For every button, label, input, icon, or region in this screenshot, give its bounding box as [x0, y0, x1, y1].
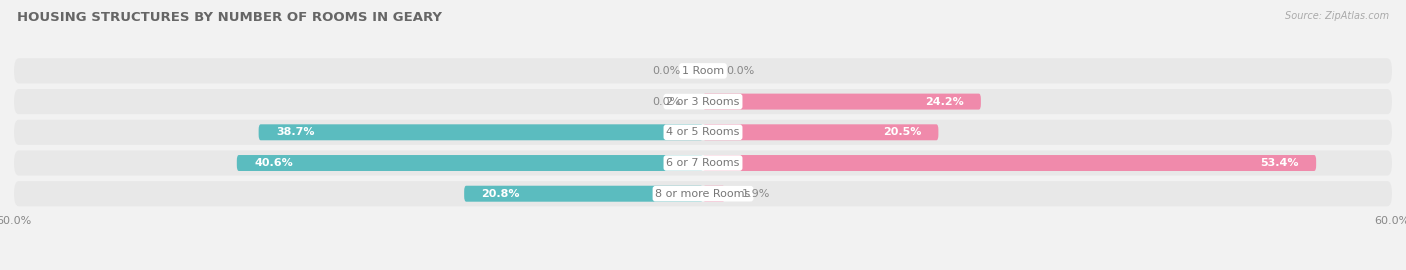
Text: 6 or 7 Rooms: 6 or 7 Rooms — [666, 158, 740, 168]
Text: 38.7%: 38.7% — [276, 127, 315, 137]
FancyBboxPatch shape — [14, 150, 1392, 176]
Text: 4 or 5 Rooms: 4 or 5 Rooms — [666, 127, 740, 137]
Text: 40.6%: 40.6% — [254, 158, 292, 168]
FancyBboxPatch shape — [14, 120, 1392, 145]
FancyBboxPatch shape — [14, 89, 1392, 114]
Text: 0.0%: 0.0% — [652, 97, 681, 107]
Text: 24.2%: 24.2% — [925, 97, 963, 107]
FancyBboxPatch shape — [259, 124, 703, 140]
FancyBboxPatch shape — [703, 186, 725, 202]
FancyBboxPatch shape — [464, 186, 703, 202]
Text: 1 Room: 1 Room — [682, 66, 724, 76]
Text: 0.0%: 0.0% — [725, 66, 754, 76]
Text: 0.0%: 0.0% — [652, 66, 681, 76]
Text: 1.9%: 1.9% — [742, 189, 770, 199]
FancyBboxPatch shape — [703, 94, 981, 110]
Text: 20.5%: 20.5% — [883, 127, 921, 137]
Text: 8 or more Rooms: 8 or more Rooms — [655, 189, 751, 199]
Text: 20.8%: 20.8% — [481, 189, 520, 199]
FancyBboxPatch shape — [703, 124, 938, 140]
FancyBboxPatch shape — [236, 155, 703, 171]
Text: HOUSING STRUCTURES BY NUMBER OF ROOMS IN GEARY: HOUSING STRUCTURES BY NUMBER OF ROOMS IN… — [17, 11, 441, 24]
Text: 2 or 3 Rooms: 2 or 3 Rooms — [666, 97, 740, 107]
FancyBboxPatch shape — [14, 181, 1392, 206]
Text: 53.4%: 53.4% — [1260, 158, 1299, 168]
FancyBboxPatch shape — [14, 58, 1392, 83]
Text: Source: ZipAtlas.com: Source: ZipAtlas.com — [1285, 11, 1389, 21]
FancyBboxPatch shape — [703, 155, 1316, 171]
